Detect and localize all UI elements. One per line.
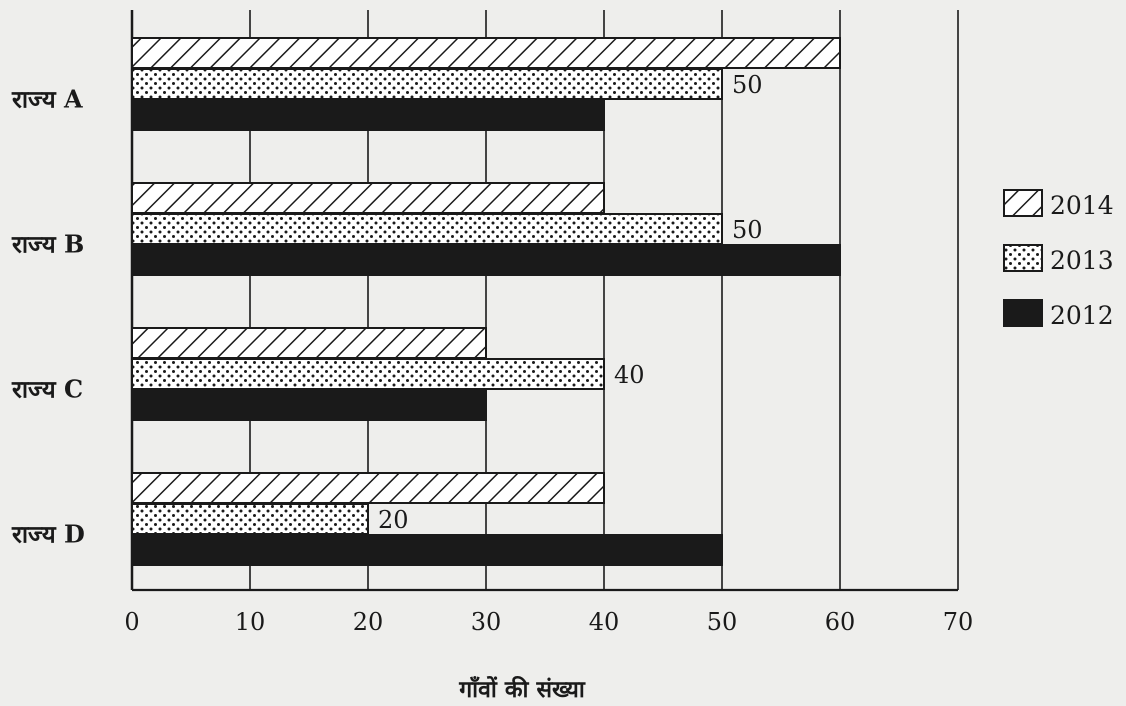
data-labels: 50 50 40 20 (378, 71, 763, 534)
x-tick-label: 50 (707, 608, 738, 636)
data-label: 50 (732, 71, 763, 99)
bar-2014 (131, 327, 487, 359)
x-tick-label: 70 (943, 608, 974, 636)
x-tick-label: 40 (589, 608, 620, 636)
x-tick-label: 60 (825, 608, 856, 636)
data-label: 50 (732, 216, 763, 244)
category-label: राज्य B (11, 230, 84, 259)
bar-2012 (131, 534, 723, 566)
data-label: 20 (378, 506, 409, 534)
legend: 2014 2013 2012 (1003, 189, 1114, 330)
legend-swatch (1003, 189, 1043, 217)
bar-2014 (131, 182, 605, 214)
bar-2013 (131, 213, 723, 245)
category-label: राज्य C (11, 375, 83, 404)
category-labels: राज्य A राज्य B राज्य C राज्य D (11, 85, 85, 549)
bar-2013 (131, 358, 605, 390)
x-tick-label: 20 (353, 608, 384, 636)
x-axis-title: गाँवों की संख्या (458, 675, 586, 702)
bar-2012 (131, 244, 841, 276)
bar-2013 (131, 68, 723, 100)
legend-label: 2013 (1050, 246, 1114, 275)
category-label: राज्य A (11, 85, 83, 114)
x-tick-label: 10 (235, 608, 266, 636)
bar-2014 (131, 37, 841, 69)
legend-label: 2014 (1050, 191, 1114, 220)
bar-2013 (131, 503, 369, 535)
x-tick-label: 0 (124, 608, 139, 636)
category-label: राज्य D (11, 520, 85, 549)
x-axis: 0 10 20 30 40 50 60 70 (124, 588, 974, 636)
x-tick-label: 30 (471, 608, 502, 636)
bar-2012 (131, 99, 605, 131)
legend-swatch (1003, 244, 1043, 272)
bar-2014 (131, 472, 605, 504)
bar-2012 (131, 389, 487, 421)
legend-label: 2012 (1050, 301, 1114, 330)
bars (131, 37, 841, 566)
legend-swatch (1003, 299, 1043, 327)
data-label: 40 (614, 361, 645, 389)
